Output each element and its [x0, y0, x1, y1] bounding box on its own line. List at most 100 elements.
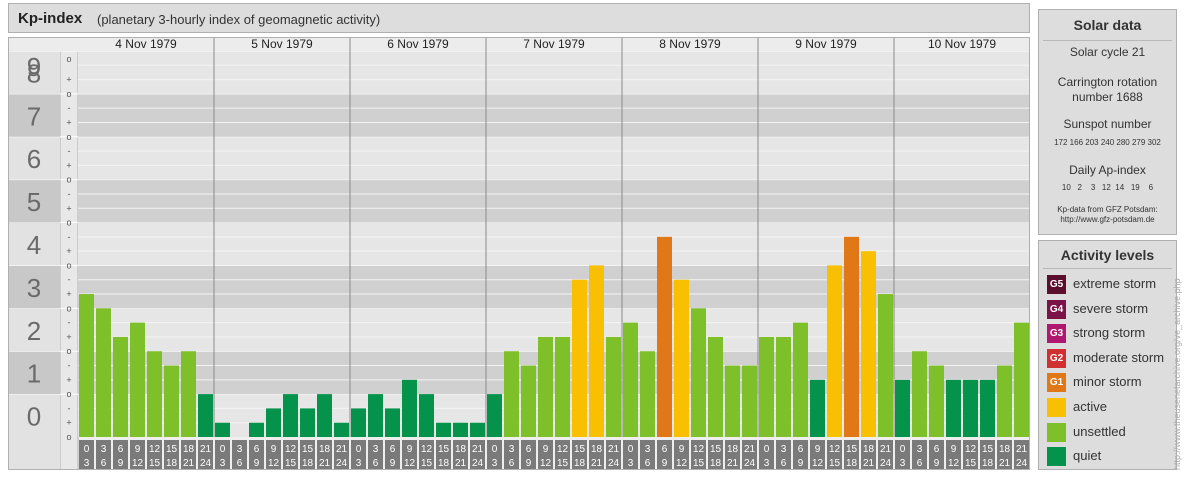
- kp-bar: [708, 336, 723, 437]
- hour-end-label: 9: [526, 458, 532, 469]
- kp-bar: [113, 336, 128, 437]
- activity-levels-panel: Activity levels G5 extreme storm G4 severe …: [1038, 240, 1177, 470]
- minor-tick-label: -: [68, 275, 71, 285]
- hour-end-label: 18: [302, 458, 314, 469]
- kp-band: [78, 179, 1030, 223]
- kp-bar: [827, 265, 842, 437]
- hour-end-label: 24: [200, 458, 212, 469]
- kp-bar: [589, 265, 604, 437]
- kp-bar: [555, 336, 570, 437]
- ap-values: 10 2 3 12 14 19 6: [1061, 183, 1154, 192]
- hour-start-label: 9: [951, 444, 957, 455]
- hour-end-label: 21: [999, 458, 1011, 469]
- solar-divider: [1043, 40, 1172, 41]
- hour-start-label: 12: [693, 444, 705, 455]
- hour-tile: [725, 440, 740, 470]
- hour-tile: [470, 440, 485, 470]
- legend-label: extreme storm: [1073, 276, 1157, 291]
- hour-tile: [164, 440, 179, 470]
- hour-end-label: 6: [509, 458, 515, 469]
- day-label: 8 Nov 1979: [659, 37, 721, 51]
- hour-end-label: 15: [149, 458, 161, 469]
- hour-end-label: 9: [118, 458, 124, 469]
- hour-tile: [385, 440, 400, 470]
- day-label: 6 Nov 1979: [387, 37, 449, 51]
- hour-end-label: 6: [101, 458, 107, 469]
- minor-tick-label: +: [66, 289, 71, 299]
- kp-bar: [215, 422, 230, 437]
- legend-label: moderate storm: [1073, 349, 1165, 365]
- legend-divider: [1043, 268, 1172, 269]
- kp-bar: [844, 236, 859, 437]
- minor-tick-label: o: [66, 346, 71, 356]
- kp-bar: [266, 408, 281, 437]
- y-tick-label: 6: [27, 144, 41, 174]
- kp-bar: [181, 351, 196, 437]
- hour-end-label: 15: [965, 458, 977, 469]
- hour-end-label: 9: [798, 458, 804, 469]
- hour-tile: [215, 440, 230, 470]
- legend-swatch: G4: [1047, 299, 1066, 319]
- hour-tile: [963, 440, 978, 470]
- minor-tick-label: o: [66, 175, 71, 185]
- hour-end-label: 15: [421, 458, 433, 469]
- hour-tile: [232, 440, 247, 470]
- hour-end-label: 18: [846, 458, 858, 469]
- hour-tile: [708, 440, 723, 470]
- minor-tick-label: -: [68, 146, 71, 156]
- hour-tile: [827, 440, 842, 470]
- hour-tile: [623, 440, 638, 470]
- y-tick-label: 4: [27, 230, 41, 260]
- kp-bar: [385, 408, 400, 437]
- kp-bar: [283, 394, 298, 437]
- hour-tile: [283, 440, 298, 470]
- hour-start-label: 15: [574, 444, 586, 455]
- hour-start-label: 15: [438, 444, 450, 455]
- hour-start-label: 21: [744, 444, 756, 455]
- hour-tile: [912, 440, 927, 470]
- hour-tile: [300, 440, 315, 470]
- legend-swatch: G3: [1047, 324, 1066, 344]
- kp-bar: [351, 408, 366, 437]
- hour-start-label: 21: [880, 444, 892, 455]
- kp-bar: [606, 336, 621, 437]
- kp-band: [78, 222, 1030, 266]
- hour-end-label: 9: [934, 458, 940, 469]
- legend-label: active: [1073, 399, 1107, 414]
- kp-label-band: [8, 93, 60, 137]
- chart-header: Kp-index (planetary 3-hourly index of ge…: [8, 3, 1030, 33]
- hour-end-label: 9: [662, 458, 668, 469]
- hour-end-label: 18: [574, 458, 586, 469]
- hour-end-label: 12: [540, 458, 552, 469]
- hour-tile: [266, 440, 281, 470]
- hour-start-label: 0: [764, 444, 770, 455]
- hour-start-label: 9: [407, 444, 413, 455]
- day-label: 4 Nov 1979: [115, 37, 177, 51]
- hour-start-label: 9: [679, 444, 685, 455]
- minor-tick-label: -: [68, 232, 71, 242]
- hour-start-label: 21: [1016, 444, 1028, 455]
- hour-end-label: 21: [455, 458, 467, 469]
- hour-start-label: 3: [781, 444, 787, 455]
- hour-start-label: 15: [982, 444, 994, 455]
- y-tick-label: 1: [27, 359, 41, 389]
- kp-bar: [487, 394, 502, 437]
- hour-tile: [946, 440, 961, 470]
- legend-label: quiet: [1073, 448, 1102, 464]
- kp-bar: [691, 308, 706, 437]
- day-header-strip: [8, 37, 1030, 51]
- hour-tile: [844, 440, 859, 470]
- hour-start-label: 18: [591, 444, 603, 455]
- hour-start-label: 12: [285, 444, 297, 455]
- hour-start-label: 3: [373, 444, 379, 455]
- minor-tick-label: +: [66, 375, 71, 385]
- minor-tick-label: o: [66, 218, 71, 228]
- kp-bar: [963, 379, 978, 437]
- hour-end-label: 3: [492, 458, 498, 469]
- hour-end-label: 12: [268, 458, 280, 469]
- hour-end-label: 3: [764, 458, 770, 469]
- hour-tile: [1014, 440, 1029, 470]
- source-line1: Kp-data from GFZ Potsdam:: [1057, 205, 1158, 214]
- hour-start-label: 18: [863, 444, 875, 455]
